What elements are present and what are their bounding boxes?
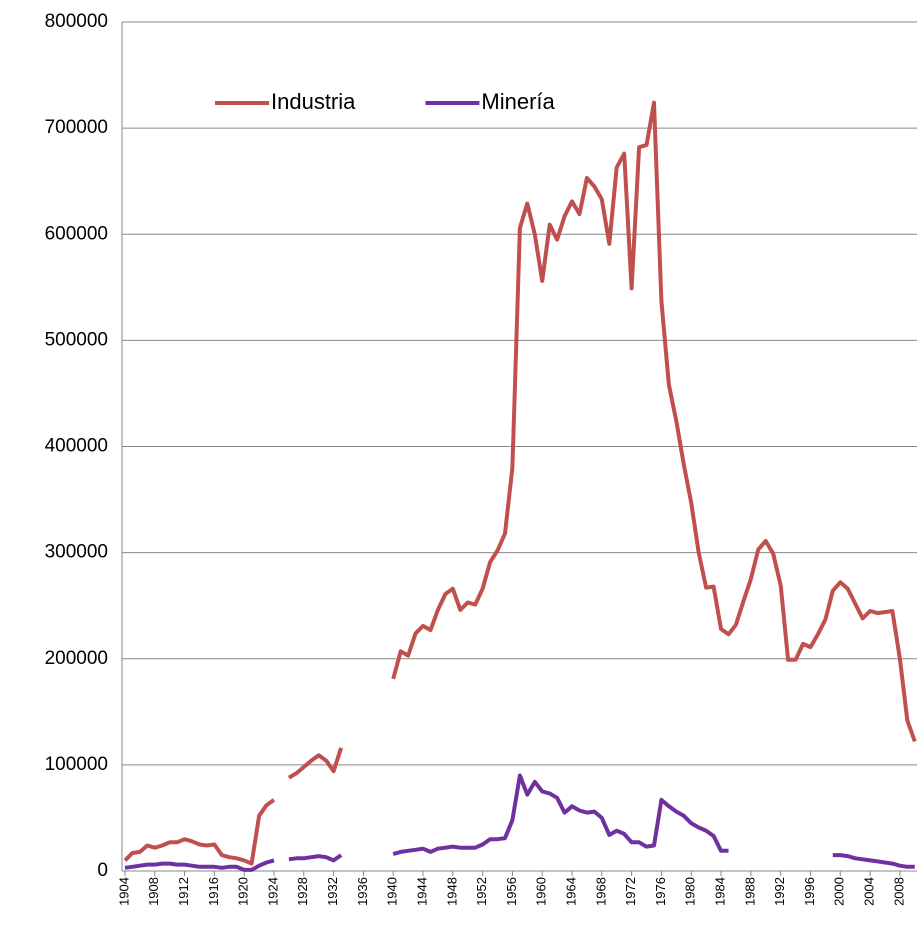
x-tick-label: 2000 <box>832 877 847 906</box>
x-tick-label: 1992 <box>772 877 787 906</box>
x-tick-label: 1952 <box>474 877 489 906</box>
x-tick-label: 2004 <box>861 877 876 906</box>
x-tick-label: 1928 <box>295 877 310 906</box>
x-tick-label: 1944 <box>414 877 429 906</box>
x-tick-label: 1980 <box>683 877 698 906</box>
legend-label: Industria <box>271 89 356 114</box>
y-tick-label: 100000 <box>45 754 108 775</box>
y-tick-label: 800000 <box>45 11 108 32</box>
x-tick-label: 1908 <box>146 877 161 906</box>
y-tick-label: 700000 <box>45 117 108 138</box>
x-tick-label: 1940 <box>385 877 400 906</box>
x-tick-label: 1948 <box>444 877 459 906</box>
x-tick-label: 1996 <box>802 877 817 906</box>
y-tick-label: 600000 <box>45 223 108 244</box>
x-tick-label: 1988 <box>742 877 757 906</box>
x-tick-label: 1920 <box>236 877 251 906</box>
series-line <box>123 100 917 866</box>
y-tick-label: 0 <box>97 860 108 881</box>
x-tick-label: 1976 <box>653 877 668 906</box>
y-tick-label: 500000 <box>45 329 108 350</box>
x-tick-label: 1932 <box>325 877 340 906</box>
series-line <box>124 773 915 872</box>
y-tick-label: 300000 <box>45 542 108 563</box>
x-tick-label: 1912 <box>176 877 191 906</box>
x-tick-label: 1960 <box>534 877 549 906</box>
x-tick-label: 1972 <box>623 877 638 906</box>
x-tick-label: 1984 <box>712 877 727 906</box>
x-tick-label: 1924 <box>265 877 280 906</box>
x-tick-label: 1964 <box>563 877 578 906</box>
x-tick-label: 1916 <box>206 877 221 906</box>
legend-label: Minería <box>481 89 555 114</box>
x-tick-label: 1956 <box>504 877 519 906</box>
y-tick-label: 200000 <box>45 648 108 669</box>
x-tick-label: 2008 <box>891 877 906 906</box>
x-tick-label: 1968 <box>593 877 608 906</box>
x-tick-label: 1904 <box>116 877 131 906</box>
x-tick-label: 1936 <box>355 877 370 906</box>
y-tick-label: 400000 <box>45 436 108 457</box>
